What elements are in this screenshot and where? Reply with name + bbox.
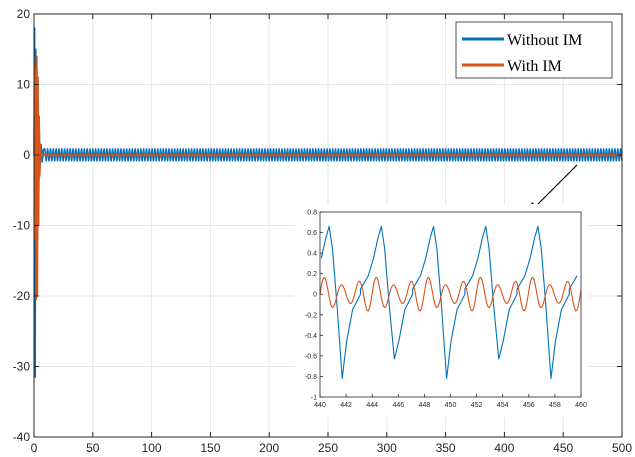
inset-x-tick-label: 450 <box>445 402 457 409</box>
legend: Without IM With IM <box>455 21 613 79</box>
y-tick-label: -10 <box>13 219 31 233</box>
inset-series-line-without-im <box>320 225 578 380</box>
x-tick-label: 350 <box>436 441 456 455</box>
inset-plot: 440 442 444 446 448 450 452 454 456 458 460 -1 -0.8 -… <box>294 204 589 417</box>
inset-y-tick-label: -0.6 <box>305 353 317 360</box>
x-tick-label: 400 <box>494 441 514 455</box>
x-tick-label: 250 <box>318 441 338 455</box>
inset-y-tick-label: -0.8 <box>305 374 317 381</box>
inset-x-tick-label: 442 <box>340 402 352 409</box>
inset-x-tick-label: 456 <box>523 402 535 409</box>
x-tick-label: 150 <box>200 441 220 455</box>
y-tick-label: -20 <box>13 289 31 303</box>
inset-x-tick-label: 448 <box>419 402 431 409</box>
x-tick-label: 100 <box>142 441 162 455</box>
x-tick-label: 450 <box>553 441 573 455</box>
inset-series-line-with-im <box>319 276 582 312</box>
legend-box <box>455 21 613 79</box>
inset-y-tick-label: -1 <box>311 395 317 402</box>
y-tick-label: -40 <box>13 430 31 444</box>
inset-y-tick-label: 0.6 <box>307 230 317 237</box>
inset-y-tick-label: 0.8 <box>307 210 317 217</box>
inset-series-group <box>319 225 582 380</box>
main-series-line-with-im <box>33 55 622 301</box>
x-tick-label: 500 <box>612 441 632 455</box>
inset-x-tick-label: 458 <box>549 402 561 409</box>
y-tick-label: 0 <box>23 148 30 162</box>
inset-x-tick-label: 452 <box>471 402 483 409</box>
y-tick-label: 10 <box>17 78 31 92</box>
y-tick-label: 20 <box>17 7 31 21</box>
inset-x-tick-label: 440 <box>314 402 326 409</box>
inset-x-tick-label: 460 <box>575 402 587 409</box>
legend-label-with-im: With IM <box>507 58 562 75</box>
legend-label-without-im: Without IM <box>507 32 582 49</box>
inset-y-tick-label: 0 <box>313 292 317 299</box>
inset-ticks: 440 442 444 446 448 450 452 454 456 458 460 -1 -0.8 -… <box>305 210 587 410</box>
inset-x-tick-label: 454 <box>497 402 509 409</box>
inset-x-tick-label: 446 <box>392 402 404 409</box>
inset-y-tick-label: 0.4 <box>307 251 317 258</box>
main-series-group <box>33 27 623 378</box>
x-tick-label: 50 <box>86 441 100 455</box>
zoom-arrow-line <box>532 164 578 210</box>
inset-y-tick-label: 0.2 <box>307 271 317 278</box>
inset-y-tick-label: -0.4 <box>305 333 317 340</box>
x-tick-label: 200 <box>259 441 279 455</box>
y-tick-label: -30 <box>13 360 31 374</box>
main-ticks: 0 50 100 150 200 250 300 350 400 450 500-40-30-20-… <box>13 7 633 455</box>
x-tick-label: 300 <box>377 441 397 455</box>
inset-x-tick-label: 444 <box>366 402 378 409</box>
x-tick-label: 0 <box>31 441 38 455</box>
inset-y-tick-label: -0.2 <box>305 312 317 319</box>
